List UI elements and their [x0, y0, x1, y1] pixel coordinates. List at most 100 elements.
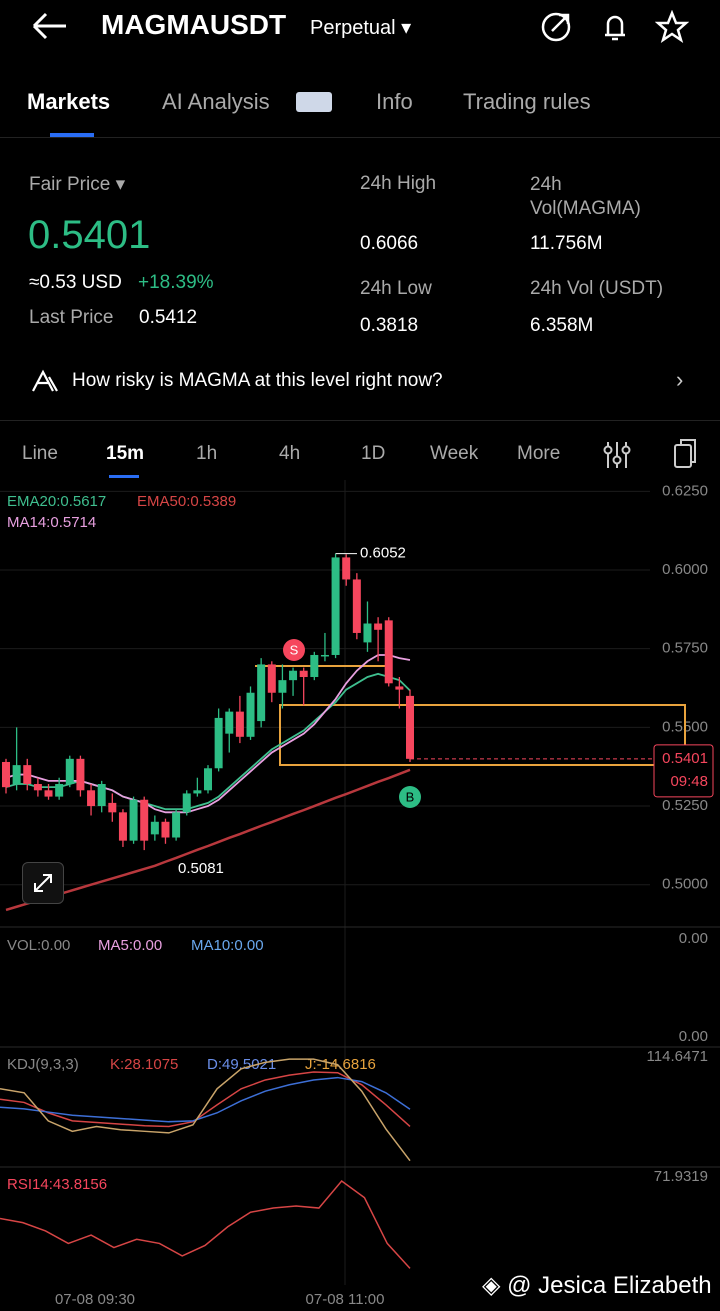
high-label: 0.6052	[360, 545, 406, 562]
volume-tick: 0.00	[679, 1028, 708, 1045]
sell-marker	[283, 639, 305, 661]
symbol: MAGMAUSDT	[101, 9, 287, 40]
candle-body	[108, 802, 117, 813]
change: +18.39%	[138, 272, 214, 293]
legend-ema20: EMA20:0.5617	[7, 493, 106, 510]
current-price: 0.5401	[662, 750, 708, 767]
divider	[0, 137, 720, 138]
candle-body	[384, 620, 393, 684]
low-label: 0.5081	[178, 860, 224, 877]
interval[interactable]: Week	[430, 443, 479, 464]
candle-body	[225, 711, 234, 734]
volume-legend: VOL:0.00	[7, 937, 70, 954]
candle-body	[161, 821, 170, 838]
legend-ma14: MA14:0.5714	[7, 514, 96, 531]
vol-base-label: 24h Vol(MAGMA)	[530, 174, 641, 219]
chevron: ›	[676, 367, 684, 392]
back-button[interactable]	[30, 10, 70, 42]
bell-icon[interactable]	[598, 10, 632, 44]
high-label: 24h High	[360, 173, 437, 194]
risk-prompt[interactable]: How risky is MAGMA at this level right n…	[0, 355, 720, 407]
kdj-tick: 114.6471	[647, 1048, 708, 1065]
interval[interactable]: Line	[22, 443, 58, 464]
rsi-legend: RSI14:43.8156	[7, 1176, 107, 1193]
interval[interactable]: 15m	[106, 443, 145, 464]
candle-body	[12, 765, 21, 785]
candle-body	[150, 821, 159, 835]
buy-marker	[399, 786, 421, 808]
candle-body	[331, 557, 340, 655]
last-price: 0.5412	[139, 307, 198, 328]
candle-body	[257, 664, 266, 722]
low: 0.3818	[360, 315, 419, 336]
star-icon[interactable]	[655, 10, 689, 44]
candle-body	[214, 717, 223, 769]
kdj-legend: J:-14.6816	[305, 1056, 376, 1073]
indicator-line	[0, 1058, 411, 1162]
high: 0.6066	[360, 233, 419, 254]
candle-body	[299, 670, 308, 678]
tab[interactable]: Markets	[27, 89, 111, 114]
volume-tick: 0.00	[679, 930, 708, 947]
settings-icon[interactable]	[600, 438, 634, 472]
candle-body	[320, 654, 329, 657]
vol-base: 11.756M	[530, 233, 603, 254]
countdown: 09:48	[670, 773, 708, 790]
watermark-text: @ Jesica Elizabeth	[507, 1272, 712, 1299]
interval[interactable]: 1h	[196, 443, 218, 464]
candle-body	[310, 654, 319, 678]
candle-body	[374, 623, 383, 630]
legend-ema50: EMA50:0.5389	[137, 493, 236, 510]
candle-body	[23, 765, 32, 785]
kdj-legend: D:49.5021	[207, 1056, 276, 1073]
rsi-tick: 71.9319	[654, 1168, 708, 1185]
y-tick-label: 0.5000	[662, 876, 708, 893]
candle-body	[352, 579, 361, 633]
volume-legend: MA5:0.00	[98, 937, 162, 954]
candle-body	[44, 790, 53, 797]
candle-body	[204, 768, 212, 791]
tab[interactable]: Info	[376, 89, 413, 114]
indicator-line	[5, 768, 411, 912]
y-tick-label: 0.5750	[662, 640, 708, 657]
contract-type[interactable]: Perpetual ▾	[310, 17, 412, 39]
interval[interactable]: More	[517, 443, 561, 464]
tab-indicator	[50, 133, 94, 137]
candle-body	[129, 799, 138, 841]
indicator-line	[0, 1071, 411, 1128]
candle-body	[406, 695, 414, 759]
interval-indicator	[109, 475, 139, 478]
layout-icon[interactable]	[670, 436, 704, 472]
time-label: 07-08 11:00	[306, 1291, 385, 1308]
zone-box	[279, 704, 686, 766]
expand-icon	[34, 874, 52, 892]
tab[interactable]: Trading rules	[463, 89, 591, 114]
tab[interactable]: AI Analysis	[162, 89, 270, 114]
label: Fair Price	[29, 174, 111, 195]
fair-price-label[interactable]: Fair Price ▾	[29, 174, 126, 195]
indicator-line	[0, 1180, 411, 1269]
candle-body	[33, 784, 42, 791]
kdj-legend: K:28.1075	[110, 1056, 178, 1073]
share-icon[interactable]	[540, 10, 574, 44]
interval[interactable]: 1D	[361, 443, 386, 464]
candle-body	[342, 557, 351, 580]
indicator-line	[0, 1076, 411, 1123]
time-label: 07-08 09:30	[55, 1291, 135, 1308]
price-box	[653, 744, 714, 798]
low-label: 24h Low	[360, 278, 432, 299]
candle-body	[182, 793, 191, 813]
candle-body	[267, 664, 276, 693]
vol-quote: 6.358M	[530, 315, 594, 336]
candle-body	[65, 758, 74, 785]
interval[interactable]: 4h	[279, 443, 301, 464]
candle-body	[278, 680, 287, 693]
watermark: ◈ @ Jesica Elizabeth	[482, 1272, 712, 1299]
candle-body	[289, 670, 298, 681]
expand-button[interactable]	[22, 862, 64, 904]
y-tick-label: 0.5250	[662, 797, 708, 814]
candle-body	[140, 799, 149, 841]
buy-label: B	[406, 789, 415, 804]
contract-label: Perpetual	[310, 17, 396, 39]
